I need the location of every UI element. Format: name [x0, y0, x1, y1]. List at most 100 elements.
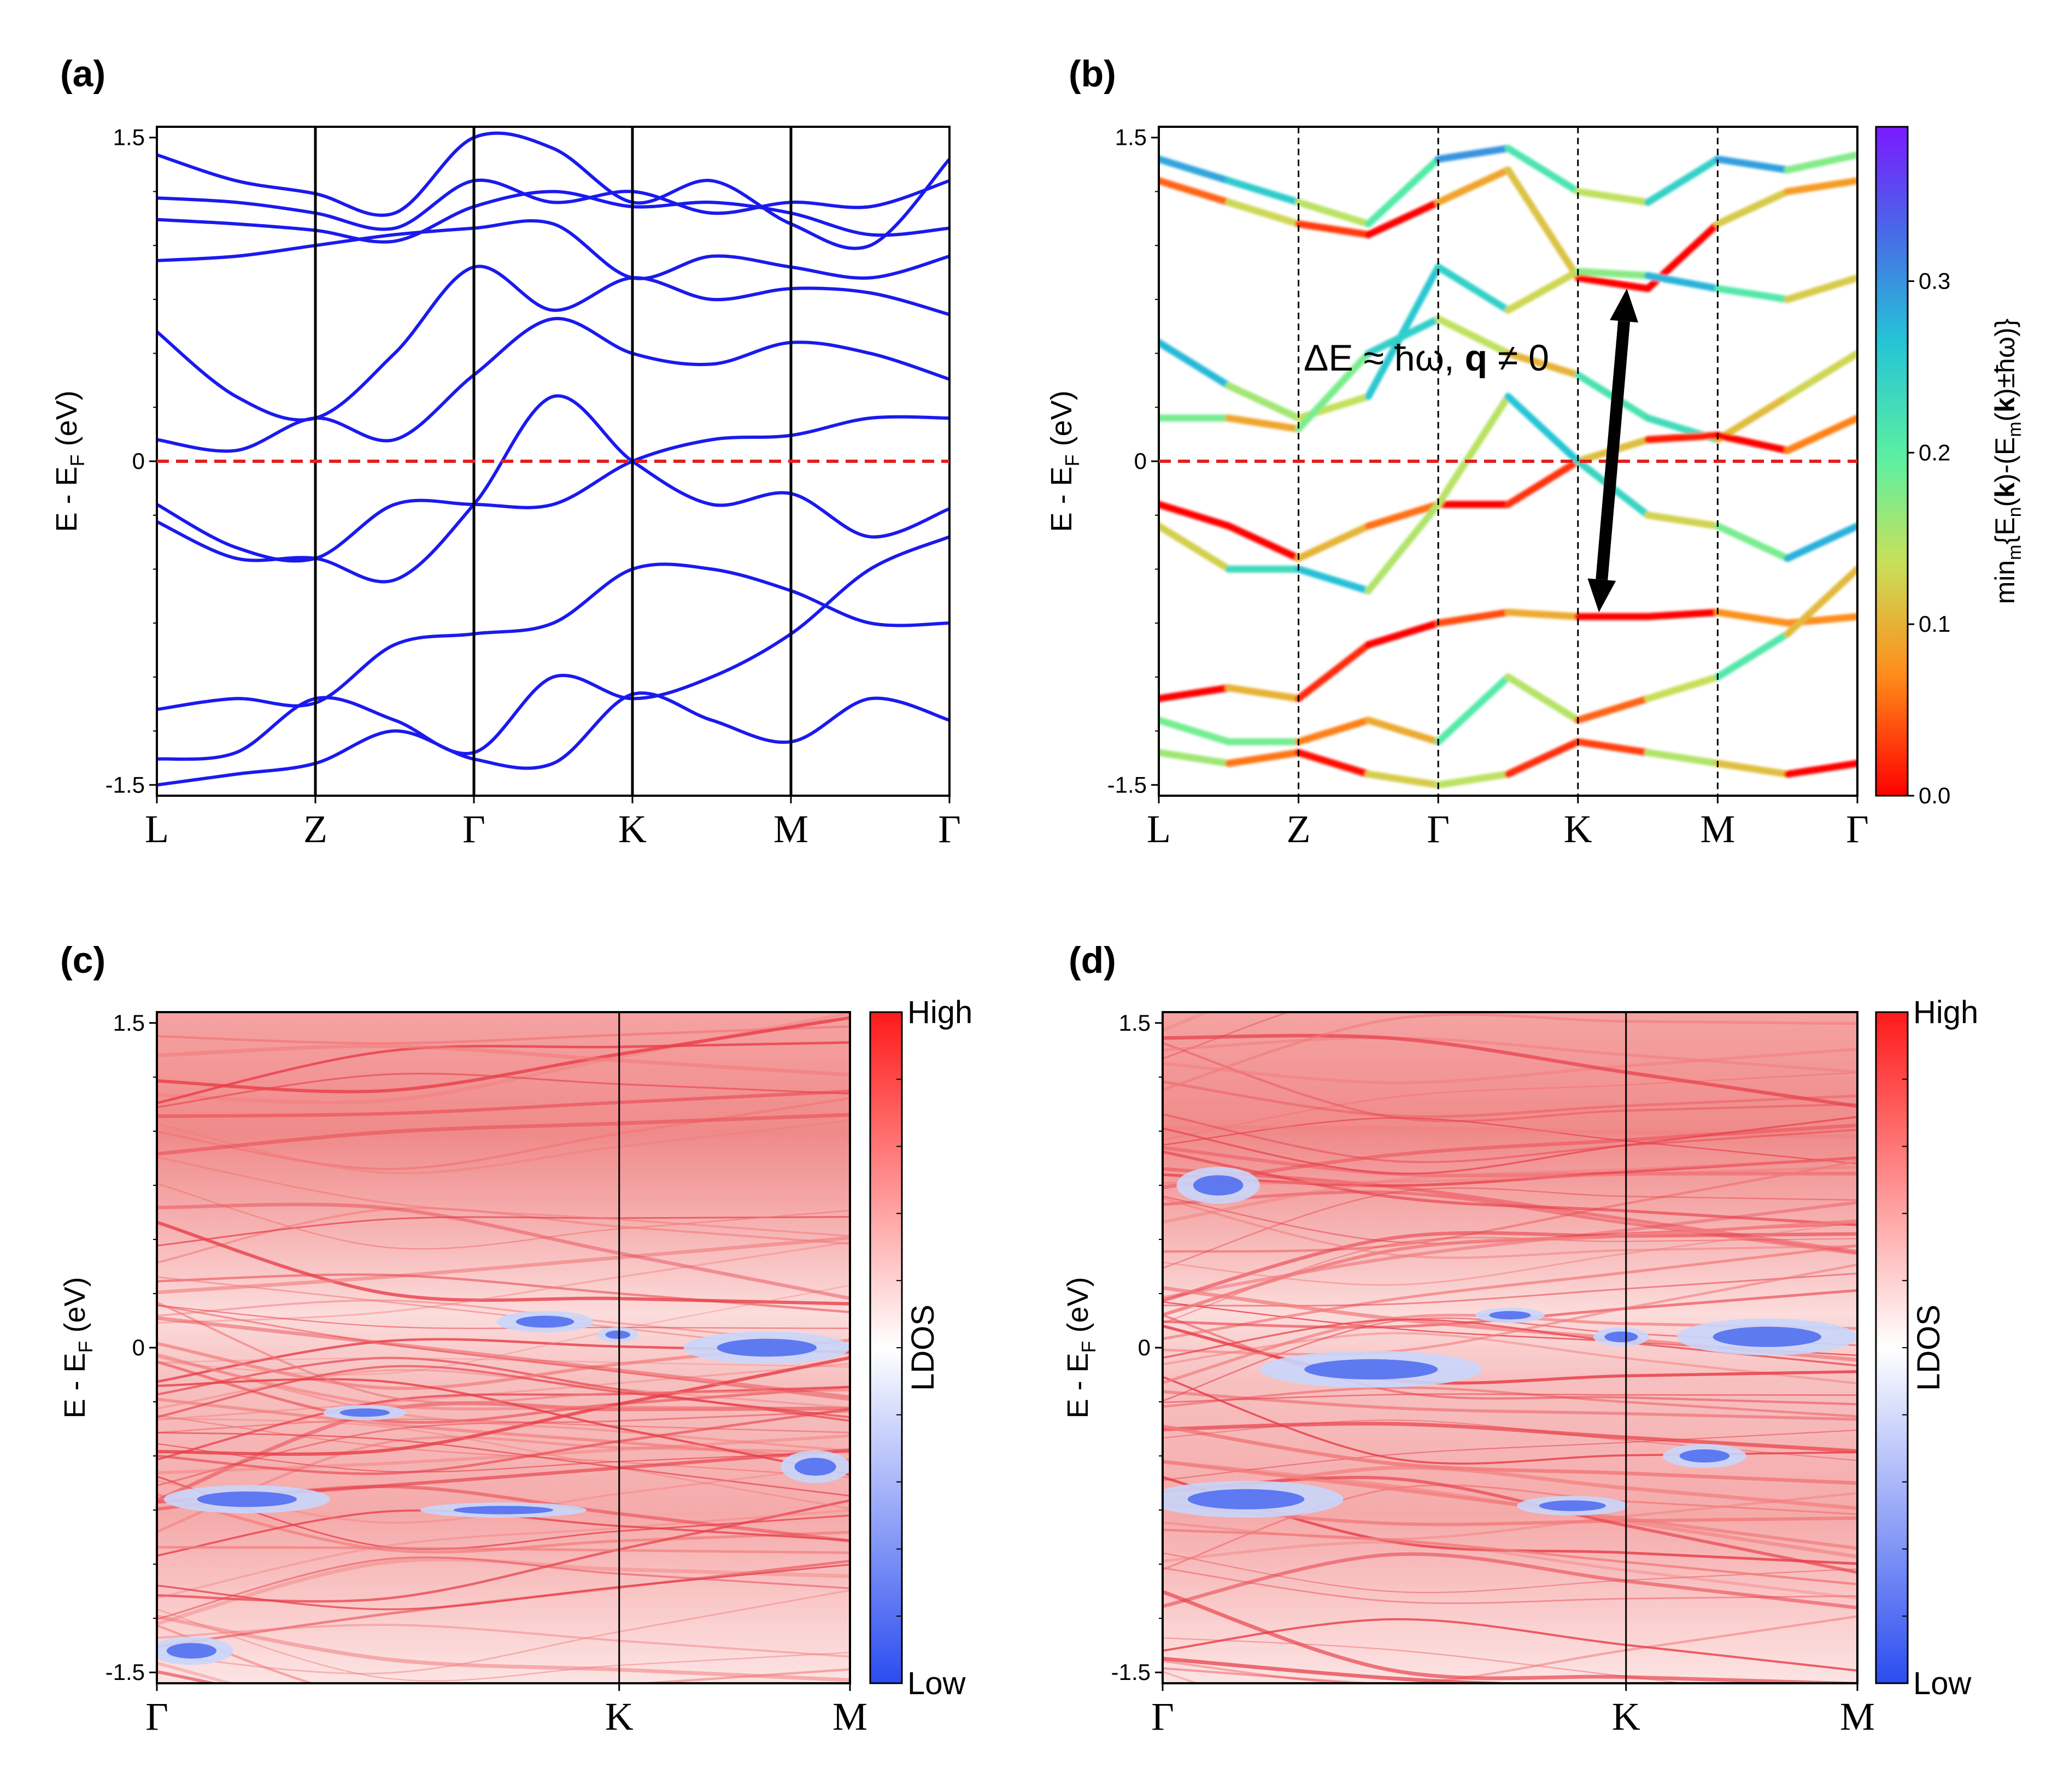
ldos-band [156, 1025, 851, 1045]
band-segment [1434, 673, 1512, 745]
ldos-band [156, 1358, 851, 1368]
ldos-band [156, 1360, 851, 1424]
colorbar [1875, 126, 1909, 797]
band-line [156, 178, 950, 231]
x-tick-label: L [1147, 807, 1171, 851]
ldos-band [1162, 1219, 1858, 1317]
ldos-band [156, 1241, 851, 1324]
colorbar-tick-label: 0.3 [1919, 268, 1950, 293]
ldos-band [1162, 1272, 1858, 1307]
band-line [156, 415, 950, 563]
ldos-band [1162, 1113, 1858, 1164]
band-segment [1784, 151, 1858, 174]
y-axis-label: E - EF (eV) [58, 1277, 97, 1418]
band-segment [1574, 738, 1652, 756]
ldos-low-core [1604, 1331, 1638, 1343]
colorbar-tick-label: 0.2 [1919, 439, 1950, 465]
ldos-band [156, 1305, 851, 1329]
band-segment [1504, 673, 1582, 724]
band-segment [1504, 350, 1582, 379]
ldos-low-core [339, 1408, 390, 1417]
ldos-band [1162, 1117, 1858, 1165]
colorbar-tick-label: 0.0 [1919, 783, 1950, 808]
band-segment [1504, 457, 1582, 508]
band-segment [1158, 155, 1233, 185]
panel-d: 1.5 0 -1.5 E - EF (eV) Γ K M High Low LDOS [1062, 995, 1978, 1738]
band-segment [1295, 393, 1372, 422]
arrow-shaft [1596, 320, 1631, 580]
x-tick-label: Γ [462, 807, 485, 851]
ldos-band [1162, 1615, 1858, 1684]
band-segment [1504, 738, 1582, 778]
band-segment [1158, 684, 1233, 702]
band-segment [1364, 501, 1442, 595]
ldos-band [1162, 1424, 1858, 1485]
band-segment [1784, 274, 1858, 303]
band-segment [1364, 155, 1442, 228]
band-segment [1574, 695, 1652, 724]
ldos-band [1162, 1047, 1858, 1085]
panel-label-a: (a) [60, 53, 105, 95]
band-segment [1784, 565, 1858, 638]
arrow-head-down [1587, 578, 1616, 613]
y-tick-label: 1.5 [1119, 1010, 1151, 1036]
ldos-band [156, 1556, 851, 1620]
band-segment [1295, 220, 1372, 238]
ldos-band [156, 1365, 851, 1419]
band-segment [1714, 630, 1791, 681]
band-segment [1295, 749, 1372, 778]
ldos-band [1162, 1080, 1858, 1118]
panel-b: 1.5 0 -1.5 E - EF (eV) L Z Γ K M Γ ΔE ≈ ħω, q ≠ 0 0… [1045, 125, 2025, 851]
ldos-band [1162, 1221, 1858, 1286]
band-segment [1714, 432, 1791, 454]
ldos-low-core [166, 1643, 217, 1659]
x-tick-label: L [145, 807, 169, 851]
x-tick-label: Γ [1151, 1695, 1174, 1738]
band-segment [1784, 760, 1858, 778]
y-tick-label: 1.5 [113, 1010, 145, 1036]
band-segment [1784, 522, 1858, 562]
band-line [156, 219, 950, 280]
annotation-text: ΔE ≈ ħω, q ≠ 0 [1304, 337, 1549, 379]
band-segment [1225, 198, 1303, 228]
ldos-band [1162, 1166, 1858, 1185]
ldos-band [1162, 1393, 1858, 1403]
ldos-band [1162, 1157, 1858, 1224]
band-segment [1574, 274, 1652, 292]
panel-label-d: (d) [1069, 939, 1116, 981]
band-segment [1434, 145, 1512, 163]
ldos-band [1162, 1419, 1858, 1461]
ldos-band [1162, 1552, 1858, 1610]
ldos-band [156, 1216, 851, 1247]
ldos-band [156, 1097, 851, 1171]
band-line [156, 535, 951, 761]
ldos-band [156, 1316, 851, 1400]
ldos-band [1162, 1156, 1858, 1188]
ldos-band [156, 1608, 851, 1682]
band-segment [1434, 608, 1512, 627]
band-segment [1364, 198, 1442, 238]
ldos-band [1162, 1145, 1858, 1178]
band-segment [1714, 285, 1791, 303]
ldos-band [1162, 1036, 1858, 1073]
ldos-band [156, 1509, 851, 1599]
ldos-low-core [1679, 1449, 1730, 1463]
band-segment [1504, 268, 1582, 314]
band-segment [1225, 414, 1303, 433]
y-tick-label: -1.5 [105, 772, 145, 797]
band-segment [1714, 188, 1791, 228]
ldos-band [156, 1431, 851, 1497]
band-segment [1504, 166, 1582, 281]
colorbar-high-label: High [1913, 995, 1978, 1030]
panel-label-b: (b) [1069, 53, 1116, 95]
ldos-band [1162, 1072, 1858, 1141]
band-segment [1644, 749, 1721, 767]
ldos-band [1162, 1123, 1858, 1190]
x-tick-label: M [1700, 807, 1735, 851]
ldos-band [156, 1273, 851, 1314]
y-tick-label: 0 [132, 448, 145, 474]
ldos-band [156, 1385, 851, 1461]
y-axis-label: E - EF (eV) [1045, 390, 1083, 532]
ldos-band [1162, 1529, 1858, 1585]
ldos-band [1162, 1590, 1858, 1684]
